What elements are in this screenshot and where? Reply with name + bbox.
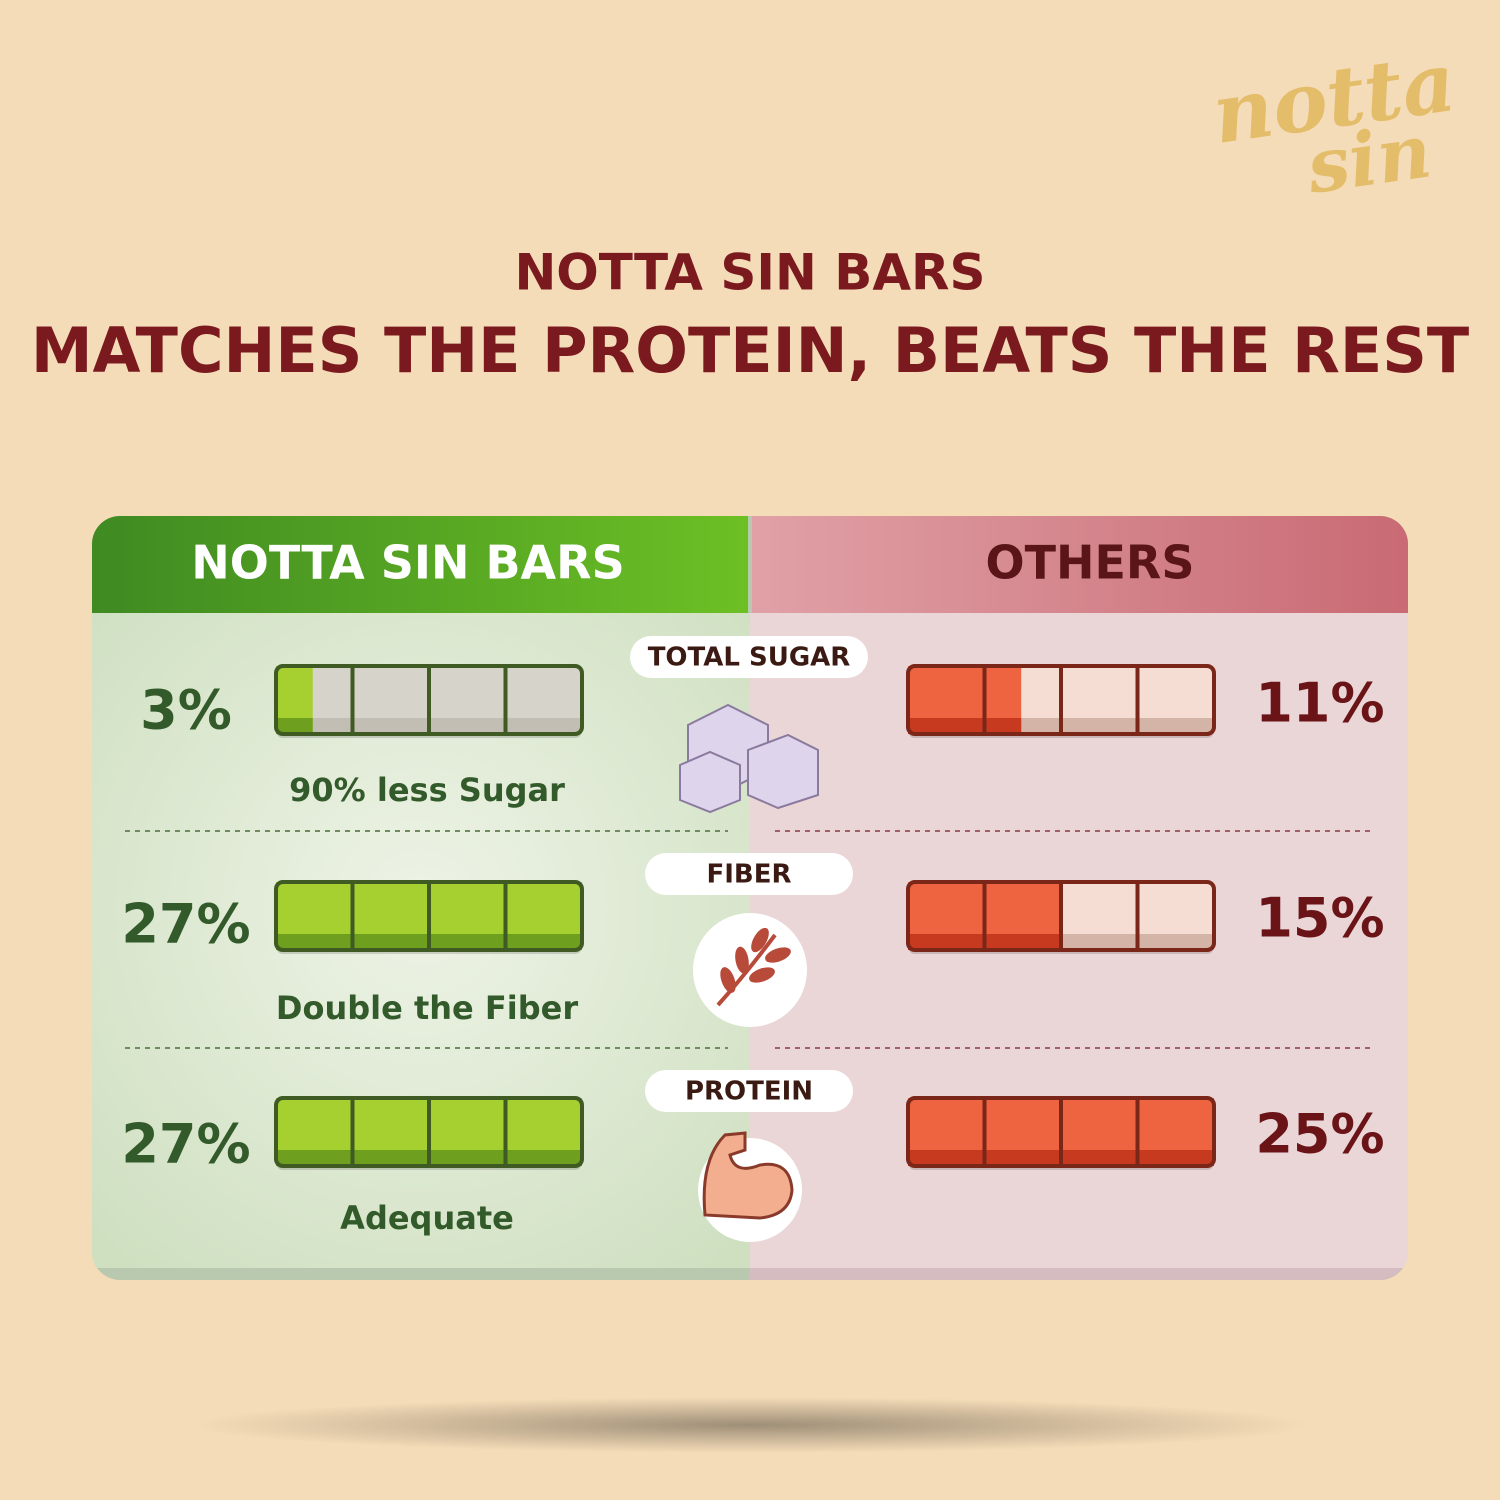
bars xyxy=(274,664,1216,1170)
meter xyxy=(906,1096,1216,1170)
others-value: 25% xyxy=(1255,1103,1384,1166)
fiber-icon xyxy=(716,927,791,1007)
notta-value: 3% xyxy=(140,679,232,742)
subtitle: MATCHES THE PROTEIN, BEATS THE REST xyxy=(31,314,1469,387)
bar-fill xyxy=(276,718,313,734)
bar-outline xyxy=(906,1096,1216,1168)
protein-icon xyxy=(702,1131,794,1220)
row: 27% Adequate 25% PROTEIN xyxy=(121,1070,1385,1242)
bar-outline xyxy=(906,880,1216,952)
pill xyxy=(645,1070,853,1112)
shadow xyxy=(190,1397,1310,1453)
notta-value: 27% xyxy=(121,1113,250,1176)
bar-outline xyxy=(274,664,584,736)
sugar-icon xyxy=(679,703,819,814)
bar-outline xyxy=(274,1096,584,1168)
separators xyxy=(125,830,1375,1049)
bar-fill xyxy=(908,718,1022,734)
meter xyxy=(906,880,1216,954)
row-label: FIBER xyxy=(706,860,791,890)
meter xyxy=(906,664,1216,738)
meter xyxy=(274,664,584,738)
note: Adequate xyxy=(340,1199,514,1237)
row-label: TOTAL SUGAR xyxy=(648,643,851,673)
pill xyxy=(630,636,868,678)
meter xyxy=(274,1096,584,1170)
row-label: PROTEIN xyxy=(685,1077,813,1107)
note: 90% less Sugar xyxy=(289,771,565,809)
logo: sin xyxy=(1301,108,1436,211)
row: 3% 90% less Sugar 11% TOTAL SUGAR xyxy=(140,636,1385,814)
pill xyxy=(645,853,853,895)
bar-outline xyxy=(274,880,584,952)
column-header: OTHERS xyxy=(986,536,1195,590)
note: Double the Fiber xyxy=(276,989,578,1027)
bar-outline xyxy=(906,664,1216,736)
column-header: NOTTA SIN BARS xyxy=(191,536,624,590)
others-value: 15% xyxy=(1255,887,1384,950)
others-value: 11% xyxy=(1255,672,1384,735)
meter xyxy=(274,880,584,954)
row: 27% Double the Fiber 15% FIBER xyxy=(121,853,1385,1027)
notta-value: 27% xyxy=(121,893,250,956)
title: NOTTA SIN BARS xyxy=(514,244,985,302)
